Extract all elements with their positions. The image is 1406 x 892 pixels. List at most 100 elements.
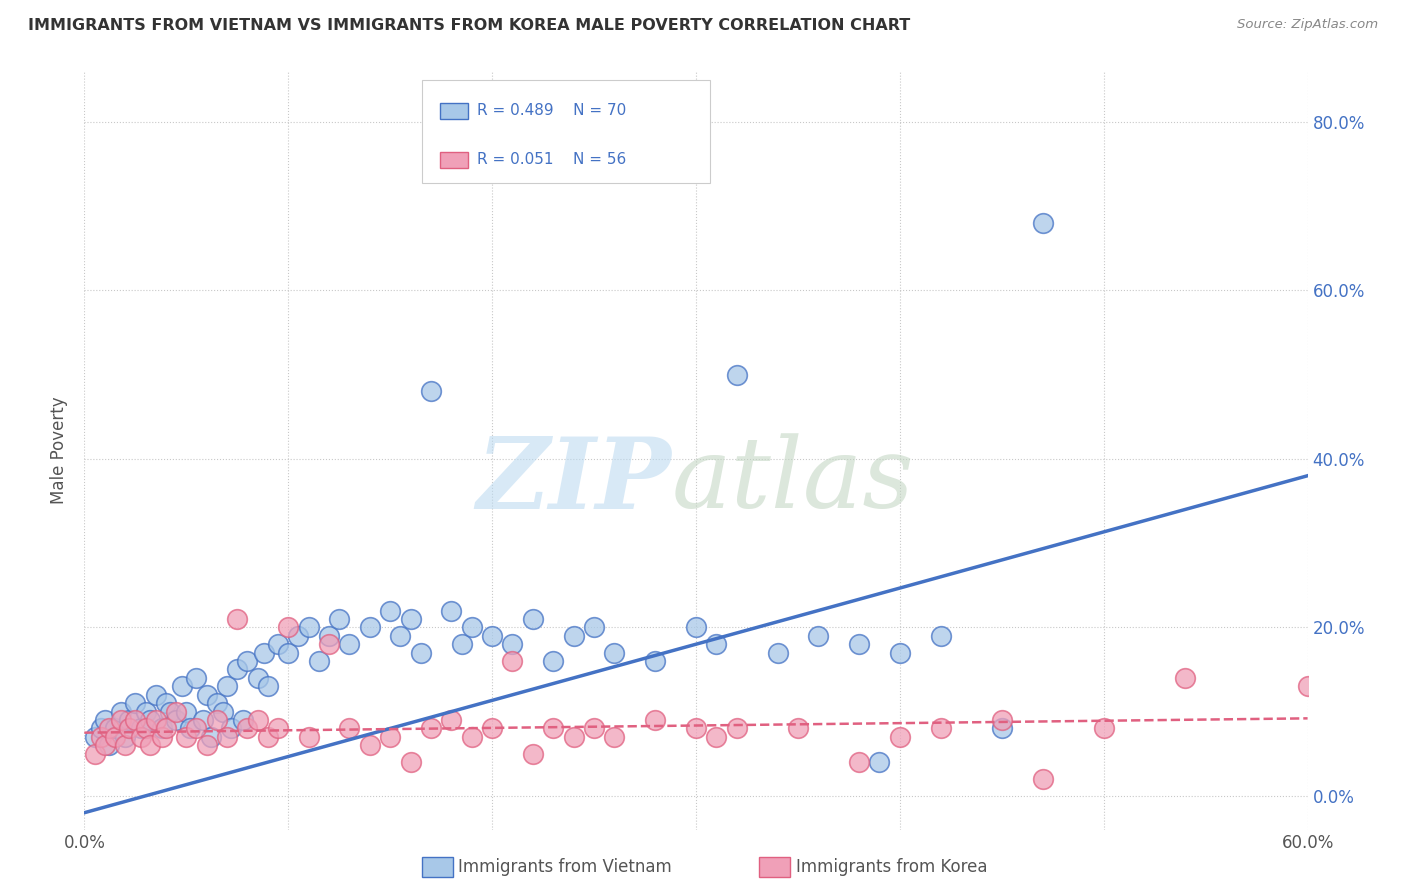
Point <box>399 755 422 769</box>
Point <box>603 730 626 744</box>
Point <box>766 646 789 660</box>
Point <box>135 722 157 736</box>
Point <box>186 722 208 736</box>
Point <box>502 637 524 651</box>
Point <box>481 722 503 736</box>
Point <box>219 722 242 736</box>
Text: IMMIGRANTS FROM VIETNAM VS IMMIGRANTS FROM KOREA MALE POVERTY CORRELATION CHART: IMMIGRANTS FROM VIETNAM VS IMMIGRANTS FR… <box>28 18 910 33</box>
Point <box>461 620 484 634</box>
Text: Source: ZipAtlas.com: Source: ZipAtlas.com <box>1237 18 1378 31</box>
Point <box>543 654 565 668</box>
Point <box>159 705 181 719</box>
Point <box>287 629 309 643</box>
Point <box>440 603 463 617</box>
Point <box>150 730 173 744</box>
Text: Immigrants from Korea: Immigrants from Korea <box>796 858 987 876</box>
Point <box>150 722 173 736</box>
Point <box>929 722 952 736</box>
Point <box>110 705 132 719</box>
Text: Immigrants from Vietnam: Immigrants from Vietnam <box>458 858 672 876</box>
Point <box>869 755 891 769</box>
Point <box>603 646 626 660</box>
Point <box>889 730 911 744</box>
Point <box>685 722 707 736</box>
Point <box>685 620 707 634</box>
Point <box>172 679 194 693</box>
Point <box>155 696 177 710</box>
Point <box>93 739 115 753</box>
Point <box>174 730 197 744</box>
Point <box>277 620 299 634</box>
Point <box>339 722 361 736</box>
Point <box>706 730 728 744</box>
Point <box>1032 216 1054 230</box>
Point <box>725 722 748 736</box>
Point <box>298 620 321 634</box>
Point <box>399 612 422 626</box>
Point <box>174 705 197 719</box>
Point <box>267 722 290 736</box>
Text: atlas: atlas <box>672 434 914 528</box>
Point <box>502 654 524 668</box>
Point <box>131 722 153 736</box>
Point <box>83 730 105 744</box>
Point <box>277 646 299 660</box>
Point <box>562 629 585 643</box>
Point <box>359 620 381 634</box>
Point <box>195 688 218 702</box>
Point <box>165 713 187 727</box>
Point <box>118 713 141 727</box>
Point <box>318 629 340 643</box>
Point <box>543 722 565 736</box>
Point <box>114 730 136 744</box>
Point <box>124 696 146 710</box>
Point <box>236 654 259 668</box>
Point <box>1296 679 1319 693</box>
Point <box>328 612 350 626</box>
Point <box>124 713 146 727</box>
Point <box>318 637 340 651</box>
Point <box>186 671 208 685</box>
Point <box>409 646 432 660</box>
Point <box>93 713 115 727</box>
Text: R = 0.489    N = 70: R = 0.489 N = 70 <box>477 103 626 118</box>
Point <box>644 654 666 668</box>
Point <box>191 713 214 727</box>
Point <box>359 739 381 753</box>
Point <box>110 713 132 727</box>
Point <box>90 730 112 744</box>
Point <box>83 747 105 761</box>
Point <box>135 705 157 719</box>
Point <box>97 739 120 753</box>
Point <box>991 722 1014 736</box>
Point <box>706 637 728 651</box>
Text: R = 0.051    N = 56: R = 0.051 N = 56 <box>477 153 626 167</box>
Point <box>97 722 120 736</box>
Point <box>522 747 544 761</box>
Point <box>104 722 127 736</box>
Point <box>807 629 830 643</box>
Point <box>195 739 218 753</box>
Point <box>848 755 870 769</box>
Point <box>725 368 748 382</box>
Point <box>308 654 330 668</box>
Point <box>90 722 112 736</box>
Point <box>257 730 280 744</box>
Point <box>217 730 239 744</box>
Text: ZIP: ZIP <box>477 433 672 529</box>
Point <box>179 722 201 736</box>
Point <box>420 384 443 399</box>
Point <box>267 637 290 651</box>
Point <box>644 713 666 727</box>
Point <box>461 730 484 744</box>
Point <box>1092 722 1115 736</box>
Point <box>145 688 167 702</box>
Point <box>253 646 276 660</box>
Point <box>389 629 412 643</box>
Point <box>929 629 952 643</box>
Point <box>380 603 402 617</box>
Point <box>104 730 127 744</box>
Point <box>114 739 136 753</box>
Point <box>889 646 911 660</box>
Point <box>380 730 402 744</box>
